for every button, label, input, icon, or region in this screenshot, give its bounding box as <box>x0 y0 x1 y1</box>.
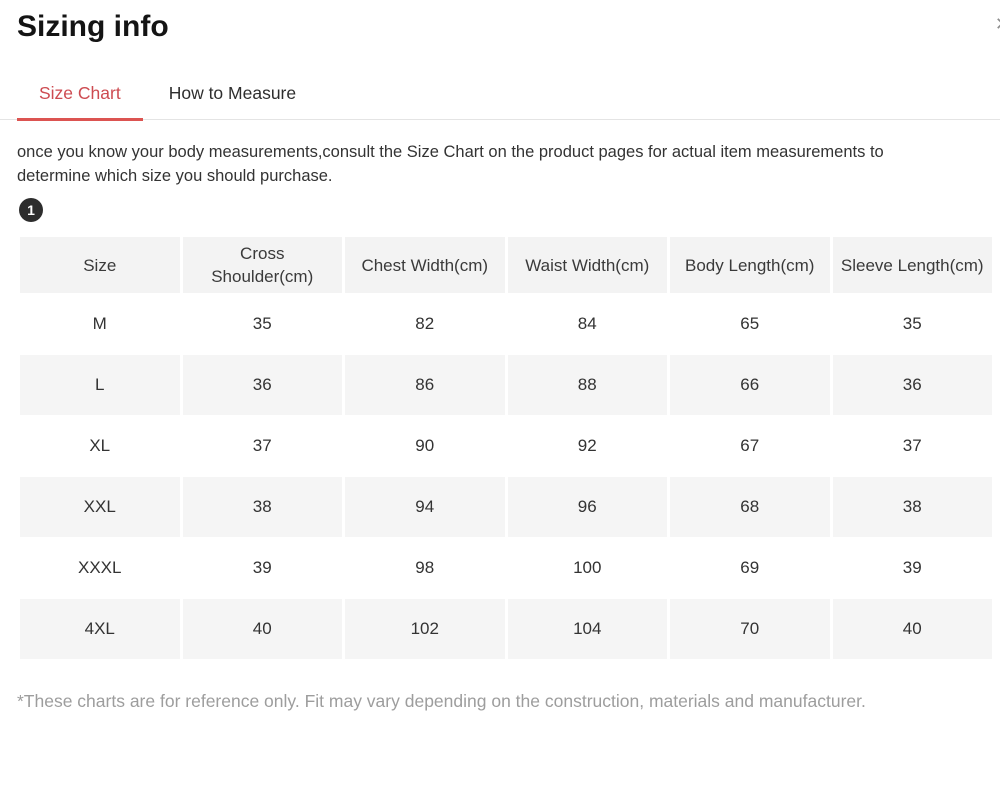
table-cell: 92 <box>507 416 667 476</box>
table-cell: 104 <box>507 599 667 659</box>
size-cell: 4XL <box>20 599 180 659</box>
table-cell: 88 <box>507 355 667 415</box>
table-cell: 96 <box>507 477 667 537</box>
size-cell: M <box>20 294 180 354</box>
table-cell: 39 <box>832 538 992 598</box>
size-cell: XL <box>20 416 180 476</box>
table-cell: 66 <box>670 355 830 415</box>
table-cell: 36 <box>832 355 992 415</box>
column-header: Waist Width(cm) <box>507 237 667 293</box>
intro-text: once you know your body measurements,con… <box>17 143 884 185</box>
table-row: 4XL 40 102 104 70 40 <box>20 599 992 659</box>
table-cell: 38 <box>832 477 992 537</box>
table-cell: 35 <box>832 294 992 354</box>
size-cell: XXXL <box>20 538 180 598</box>
table-cell: 36 <box>182 355 342 415</box>
footnote-text: *These charts are for reference only. Fi… <box>17 691 866 711</box>
table-cell: 38 <box>182 477 342 537</box>
column-header: Chest Width(cm) <box>345 237 505 293</box>
table-row: M 35 82 84 65 35 <box>20 294 992 354</box>
table-cell: 70 <box>670 599 830 659</box>
table-cell: 40 <box>832 599 992 659</box>
table-row: XXXL 39 98 100 69 39 <box>20 538 992 598</box>
table-cell: 69 <box>670 538 830 598</box>
table-cell: 37 <box>832 416 992 476</box>
column-header: Cross Shoulder(cm) <box>182 237 342 293</box>
tab-size-chart[interactable]: Size Chart <box>17 83 143 121</box>
table-cell: 102 <box>345 599 505 659</box>
table-cell: 68 <box>670 477 830 537</box>
table-cell: 40 <box>182 599 342 659</box>
table-cell: 67 <box>670 416 830 476</box>
table-cell: 37 <box>182 416 342 476</box>
column-header: Body Length(cm) <box>670 237 830 293</box>
column-header: Size <box>20 237 180 293</box>
table-row: XXL 38 94 96 68 38 <box>20 477 992 537</box>
table-cell: 39 <box>182 538 342 598</box>
table-row: L 36 86 88 66 36 <box>20 355 992 415</box>
table-cell: 84 <box>507 294 667 354</box>
size-cell: L <box>20 355 180 415</box>
table-cell: 65 <box>670 294 830 354</box>
column-header: Sleeve Length(cm) <box>832 237 992 293</box>
table-cell: 35 <box>182 294 342 354</box>
page-title: Sizing info <box>17 10 169 43</box>
tab-bar: Size Chart How to Measure <box>0 83 1000 121</box>
table-cell: 100 <box>507 538 667 598</box>
table-cell: 90 <box>345 416 505 476</box>
size-chart-table: Size Cross Shoulder(cm) Chest Width(cm) Wai… <box>17 236 995 660</box>
step-badge: 1 <box>19 198 43 222</box>
table-cell: 98 <box>345 538 505 598</box>
table-header: Size Cross Shoulder(cm) Chest Width(cm) Wai… <box>20 237 992 293</box>
close-icon[interactable]: ✕ <box>995 13 1000 35</box>
table-cell: 82 <box>345 294 505 354</box>
size-cell: XXL <box>20 477 180 537</box>
table-cell: 86 <box>345 355 505 415</box>
tab-how-to-measure[interactable]: How to Measure <box>168 83 297 103</box>
table-cell: 94 <box>345 477 505 537</box>
table-row: XL 37 90 92 67 37 <box>20 416 992 476</box>
